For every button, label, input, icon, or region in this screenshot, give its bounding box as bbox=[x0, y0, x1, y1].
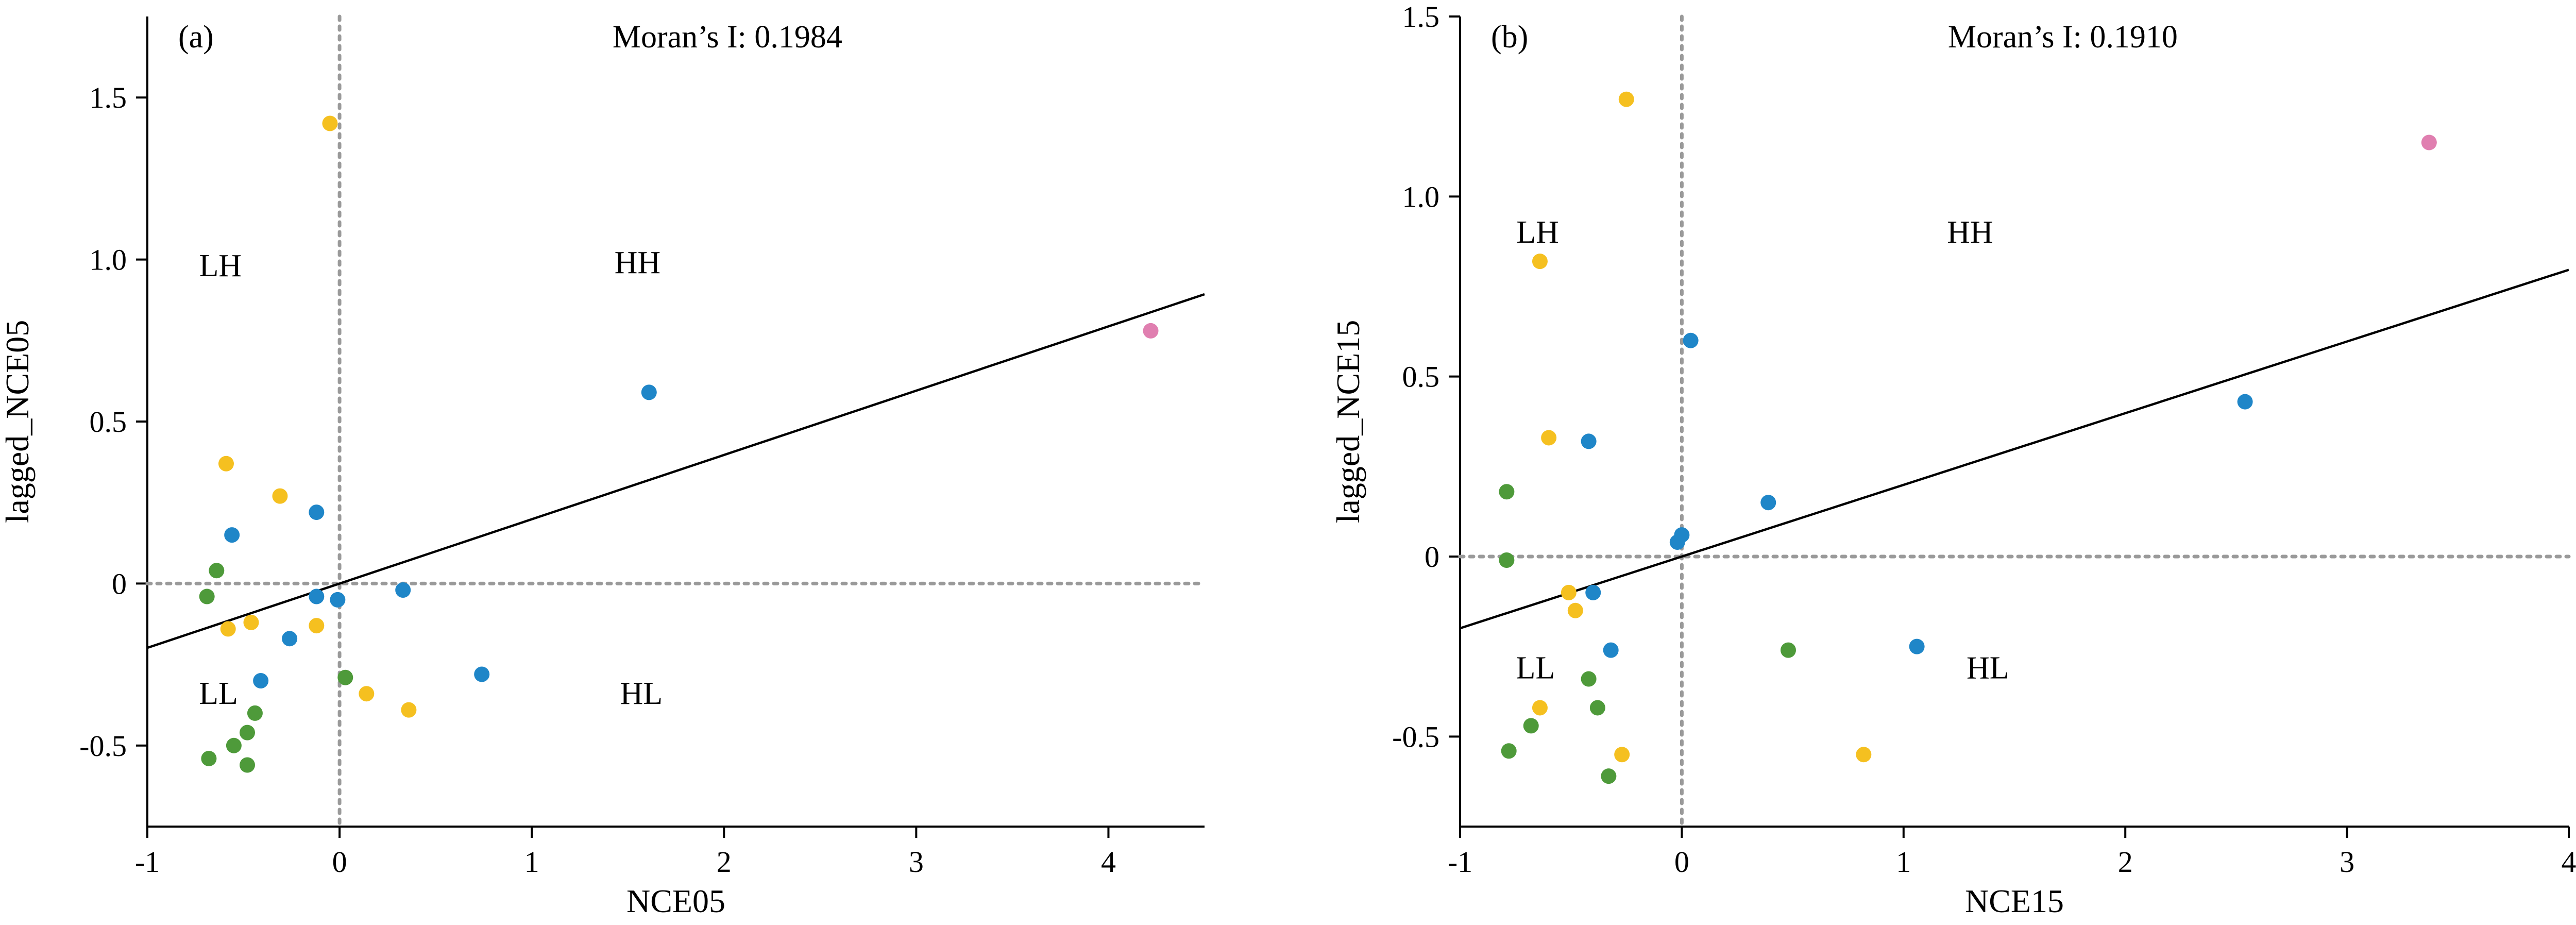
regression-line bbox=[1460, 268, 2569, 630]
data-point bbox=[330, 592, 346, 608]
data-point bbox=[209, 563, 225, 579]
x-tick-label: 0 bbox=[1674, 845, 1689, 879]
data-point bbox=[226, 737, 242, 753]
y-tick-label: 1.5 bbox=[90, 81, 127, 114]
data-point bbox=[641, 384, 657, 400]
data-point bbox=[1581, 433, 1597, 449]
data-point bbox=[1499, 484, 1515, 500]
data-point bbox=[309, 504, 325, 520]
data-point bbox=[199, 588, 215, 604]
data-point bbox=[1561, 584, 1577, 600]
data-point bbox=[1567, 602, 1583, 618]
data-point bbox=[1760, 495, 1776, 511]
quadrant-label: LH bbox=[199, 248, 242, 283]
data-point bbox=[224, 527, 240, 543]
quadrant-label: HH bbox=[1947, 215, 1993, 250]
data-point bbox=[1909, 638, 1925, 654]
x-tick-label: -1 bbox=[1448, 845, 1472, 879]
x-tick-label: 1 bbox=[1896, 845, 1911, 879]
data-point bbox=[253, 673, 269, 689]
y-axis-title: lagged_NCE15 bbox=[1330, 320, 1366, 524]
x-axis-title: NCE05 bbox=[626, 883, 725, 919]
y-axis-title: lagged_NCE05 bbox=[0, 320, 36, 524]
data-point bbox=[220, 621, 236, 637]
data-point bbox=[337, 669, 353, 685]
y-tick-label: -0.5 bbox=[1392, 720, 1439, 753]
panel-a-scatter-plot: -1 0 1 2 3 4 -0.5 0 0.5 1.0 1.5 LH HH LL HL (a) Moran’s … bbox=[0, 14, 1207, 919]
data-point bbox=[201, 750, 217, 766]
panel-label: (a) bbox=[178, 20, 214, 55]
data-point bbox=[1603, 642, 1619, 658]
x-tick-label: 0 bbox=[332, 845, 347, 879]
data-point bbox=[1669, 534, 1685, 550]
data-point bbox=[309, 588, 325, 604]
data-point bbox=[272, 488, 288, 504]
quadrant-label: HL bbox=[1967, 651, 2009, 686]
data-point bbox=[1532, 700, 1548, 716]
y-tick-label: 1.0 bbox=[1402, 180, 1440, 213]
x-tick-label: 4 bbox=[2562, 845, 2576, 879]
x-tick-label: 1 bbox=[524, 845, 539, 879]
data-point bbox=[2421, 134, 2437, 150]
data-point bbox=[1501, 743, 1517, 759]
data-point bbox=[395, 582, 411, 598]
data-point bbox=[1499, 552, 1515, 568]
data-point bbox=[282, 631, 298, 647]
data-point bbox=[1523, 718, 1539, 734]
data-point bbox=[474, 666, 490, 682]
panel-b-scatter-plot: -1 0 1 2 3 4 -0.5 0 0.5 1.0 1.5 LH HH LL HL (b) Moran’s … bbox=[1330, 0, 2576, 919]
data-point bbox=[401, 702, 417, 718]
y-tick-label: -0.5 bbox=[79, 729, 127, 763]
data-point bbox=[2237, 394, 2253, 410]
data-point bbox=[1683, 332, 1699, 348]
data-point bbox=[240, 757, 256, 773]
panel-label: (b) bbox=[1491, 20, 1528, 55]
data-point bbox=[309, 618, 325, 634]
y-tick-label: 0 bbox=[1425, 540, 1439, 574]
y-tick-label: 1.0 bbox=[90, 243, 127, 277]
quadrant-label: LH bbox=[1516, 215, 1559, 250]
y-tick-label: 0.5 bbox=[1402, 360, 1440, 394]
morans-i-annotation: Moran’s I: 0.1910 bbox=[1948, 20, 2178, 55]
y-tick-label: 0 bbox=[112, 567, 127, 600]
quadrant-label: LL bbox=[199, 676, 238, 711]
data-point bbox=[247, 705, 263, 721]
quadrant-label: LL bbox=[1516, 651, 1555, 686]
data-point bbox=[1585, 584, 1601, 600]
quadrant-label: HH bbox=[615, 245, 661, 280]
x-tick-label: 2 bbox=[2118, 845, 2133, 879]
regression-line bbox=[147, 293, 1205, 649]
quadrant-label: HL bbox=[620, 676, 663, 711]
data-point bbox=[1856, 747, 1872, 763]
y-tick-label: 1.5 bbox=[1402, 0, 1440, 33]
data-point bbox=[1614, 747, 1630, 763]
x-tick-label: 2 bbox=[717, 845, 732, 879]
x-tick-label: 3 bbox=[909, 845, 924, 879]
x-tick-label: 4 bbox=[1101, 845, 1116, 879]
data-point bbox=[1581, 671, 1597, 687]
data-point bbox=[1143, 323, 1159, 339]
data-point bbox=[1601, 768, 1617, 784]
y-tick-label: 0.5 bbox=[90, 405, 127, 439]
data-point bbox=[1618, 91, 1634, 107]
data-point bbox=[1541, 430, 1557, 446]
data-point bbox=[1589, 700, 1605, 716]
data-point bbox=[240, 725, 256, 741]
x-tick-label: 3 bbox=[2340, 845, 2354, 879]
data-point bbox=[322, 115, 338, 131]
data-point bbox=[1532, 254, 1548, 270]
x-axis-title: NCE15 bbox=[1965, 883, 2064, 919]
morans-i-annotation: Moran’s I: 0.1984 bbox=[613, 20, 842, 55]
data-point bbox=[1780, 642, 1796, 658]
data-point bbox=[218, 456, 234, 472]
x-tick-label: -1 bbox=[135, 845, 160, 879]
data-point bbox=[243, 614, 259, 630]
data-point bbox=[359, 686, 375, 702]
